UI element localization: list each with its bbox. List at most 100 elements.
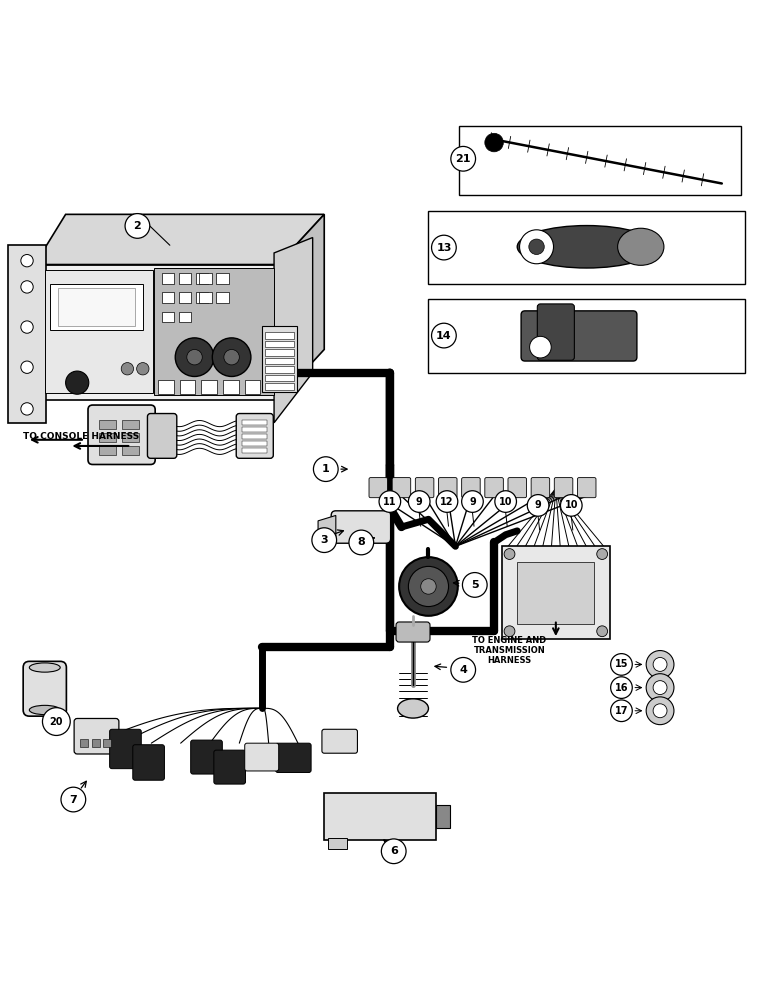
Text: 9: 9 [416, 497, 422, 507]
FancyBboxPatch shape [322, 729, 357, 753]
Bar [58, 288, 135, 326]
FancyBboxPatch shape [369, 478, 388, 498]
Circle shape [187, 349, 202, 365]
Circle shape [646, 674, 674, 701]
Text: 9: 9 [535, 500, 541, 510]
Text: TO ENGINE AND
TRANSMISSION
HARNESS: TO ENGINE AND TRANSMISSION HARNESS [472, 636, 547, 665]
Bar [265, 358, 294, 364]
Circle shape [312, 528, 337, 552]
Circle shape [646, 651, 674, 678]
Bar [324, 793, 436, 840]
Text: 7: 7 [69, 795, 77, 805]
Bar [242, 448, 267, 453]
Circle shape [495, 491, 516, 512]
Ellipse shape [517, 226, 656, 268]
Circle shape [504, 626, 515, 637]
Circle shape [432, 323, 456, 348]
Bar [265, 375, 294, 381]
Circle shape [432, 235, 456, 260]
Text: 11: 11 [383, 497, 397, 507]
Bar [122, 420, 139, 429]
Ellipse shape [618, 228, 664, 265]
Circle shape [485, 133, 503, 152]
Circle shape [421, 579, 436, 594]
FancyBboxPatch shape [110, 729, 141, 769]
Circle shape [137, 363, 149, 375]
Bar [196, 273, 208, 284]
Text: 1: 1 [322, 464, 330, 474]
Bar [242, 434, 267, 439]
Circle shape [408, 491, 430, 512]
Bar [265, 366, 294, 373]
Polygon shape [8, 245, 46, 423]
FancyBboxPatch shape [521, 311, 637, 361]
Bar [179, 292, 191, 303]
Circle shape [408, 566, 449, 607]
Text: 20: 20 [49, 717, 63, 727]
FancyBboxPatch shape [214, 750, 245, 784]
FancyBboxPatch shape [88, 405, 155, 464]
Circle shape [462, 491, 483, 512]
Text: 21: 21 [455, 154, 471, 164]
Bar [122, 433, 139, 442]
Circle shape [21, 281, 33, 293]
Ellipse shape [29, 705, 60, 715]
FancyBboxPatch shape [392, 478, 411, 498]
Circle shape [349, 530, 374, 555]
Text: 13: 13 [436, 243, 452, 253]
Text: 10: 10 [499, 497, 513, 507]
Bar [80, 739, 88, 747]
Polygon shape [278, 214, 324, 400]
FancyBboxPatch shape [531, 478, 550, 498]
FancyBboxPatch shape [236, 414, 273, 458]
Circle shape [530, 336, 551, 358]
Circle shape [611, 677, 632, 698]
FancyBboxPatch shape [74, 718, 119, 754]
Circle shape [21, 255, 33, 267]
Text: 9: 9 [469, 497, 476, 507]
Circle shape [462, 573, 487, 597]
Circle shape [224, 349, 239, 365]
Circle shape [611, 654, 632, 675]
Circle shape [646, 697, 674, 725]
Bar [436, 805, 450, 828]
Text: TO CONSOLE HARNESS: TO CONSOLE HARNESS [23, 432, 140, 441]
Bar [428, 299, 745, 373]
Polygon shape [35, 214, 324, 265]
Circle shape [381, 839, 406, 864]
Bar [50, 284, 143, 330]
Bar [459, 126, 741, 195]
Circle shape [597, 549, 608, 559]
Bar [196, 292, 208, 303]
Circle shape [653, 657, 667, 671]
Circle shape [313, 457, 338, 481]
Circle shape [212, 338, 251, 376]
Circle shape [121, 363, 134, 375]
Bar [180, 380, 195, 394]
FancyBboxPatch shape [554, 478, 573, 498]
Bar [99, 446, 116, 455]
Bar [103, 739, 111, 747]
Text: 2: 2 [134, 221, 141, 231]
Text: 16: 16 [615, 683, 628, 693]
Circle shape [21, 403, 33, 415]
Bar [154, 268, 274, 395]
Circle shape [611, 700, 632, 722]
Bar [199, 292, 212, 303]
Circle shape [451, 146, 476, 171]
Bar [428, 211, 745, 284]
Ellipse shape [29, 663, 60, 672]
Text: 6: 6 [390, 846, 398, 856]
Circle shape [653, 681, 667, 695]
Text: 17: 17 [615, 706, 628, 716]
FancyBboxPatch shape [438, 478, 457, 498]
Circle shape [436, 491, 458, 512]
Bar [328, 838, 347, 849]
Text: 12: 12 [440, 497, 454, 507]
Circle shape [451, 657, 476, 682]
Text: 10: 10 [564, 500, 578, 510]
Bar [265, 383, 294, 390]
FancyBboxPatch shape [537, 304, 574, 360]
Bar [242, 427, 267, 432]
Bar [158, 380, 174, 394]
